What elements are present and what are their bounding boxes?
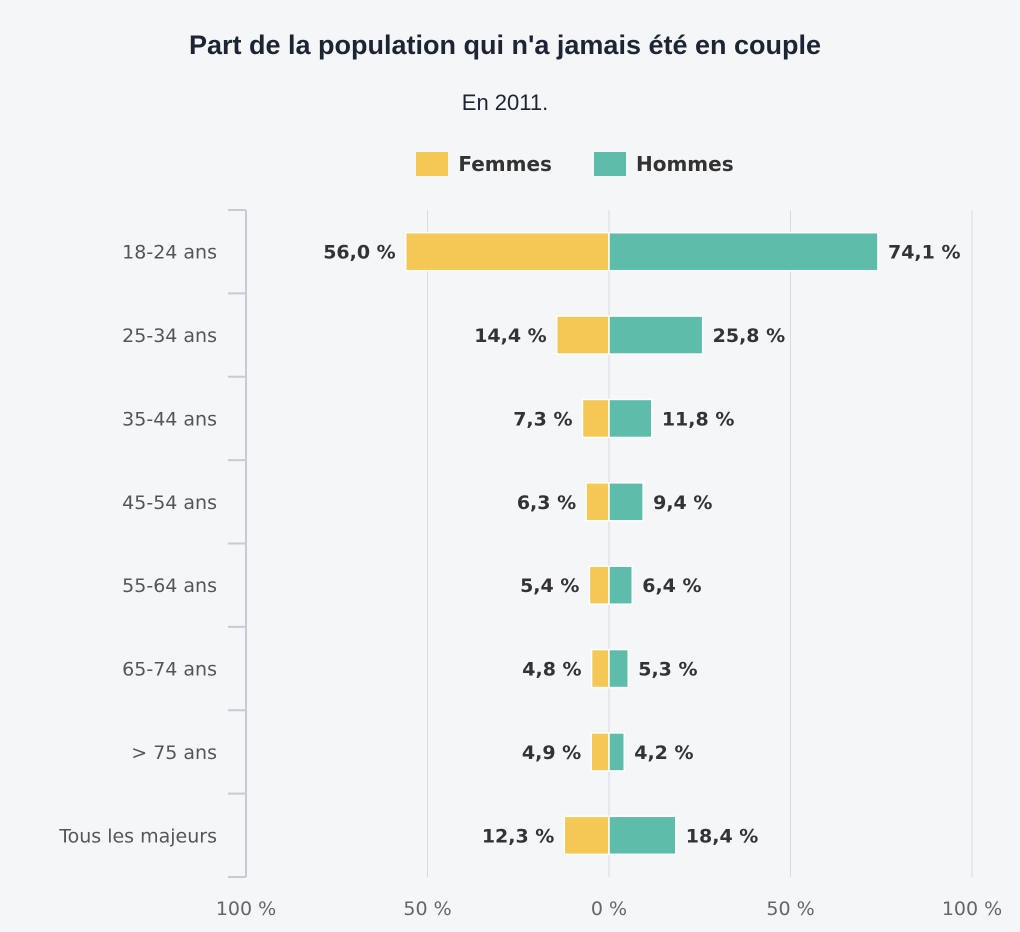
legend-swatch-hommes xyxy=(593,152,626,176)
x-tick-label: 100 % xyxy=(942,898,1002,920)
bar-hommes xyxy=(608,648,629,689)
x-tick-label: 50 % xyxy=(766,898,814,920)
bar-femmes xyxy=(585,482,610,522)
data-label-femmes: 4,9 % xyxy=(522,742,581,764)
legend-item-hommes[interactable]: Hommes xyxy=(593,152,734,176)
data-label-femmes: 7,3 % xyxy=(513,408,572,430)
bar-hommes xyxy=(608,815,677,856)
category-label-65-74-ans: 65-74 ans xyxy=(122,659,217,681)
data-label-femmes: 12,3 % xyxy=(482,825,555,847)
bar-hommes xyxy=(608,482,644,522)
bar-femmes xyxy=(581,398,610,439)
legend-swatch-femmes xyxy=(416,152,449,176)
bar-femmes xyxy=(404,231,610,272)
legend-item-femmes[interactable]: Femmes xyxy=(416,152,552,176)
bar-hommes xyxy=(608,315,704,355)
bar-femmes xyxy=(590,648,610,689)
x-tick-label: 50 % xyxy=(403,898,451,920)
data-label-hommes: 4,2 % xyxy=(634,742,693,764)
x-tick-label: 0 % xyxy=(591,898,627,920)
bar-hommes xyxy=(608,565,633,605)
legend: Femmes Hommes xyxy=(0,152,1020,176)
data-label-hommes: 18,4 % xyxy=(686,825,759,847)
data-label-hommes: 11,8 % xyxy=(662,408,735,430)
data-label-femmes: 56,0 % xyxy=(323,242,396,264)
data-label-hommes: 25,8 % xyxy=(713,325,786,347)
data-label-femmes: 5,4 % xyxy=(520,575,579,597)
category-label-45-54-ans: 45-54 ans xyxy=(122,492,217,514)
category-label-tous-les-majeurs: Tous les majeurs xyxy=(58,825,217,847)
bar-femmes xyxy=(555,315,610,355)
category-label-25-34-ans: 25-34 ans xyxy=(122,325,217,347)
category-label-35-44-ans: 35-44 ans xyxy=(122,408,217,430)
category-label-18-24-ans: 18-24 ans xyxy=(122,242,217,264)
data-label-hommes: 5,3 % xyxy=(638,659,697,681)
data-label-hommes: 74,1 % xyxy=(888,242,961,264)
data-label-femmes: 4,8 % xyxy=(522,659,581,681)
data-label-hommes: 6,4 % xyxy=(642,575,701,597)
chart-subtitle: En 2011. xyxy=(461,90,549,115)
data-label-hommes: 9,4 % xyxy=(653,492,712,514)
bar-hommes xyxy=(608,231,879,272)
bar-hommes xyxy=(608,732,625,772)
bar-femmes xyxy=(590,732,610,772)
bar-femmes xyxy=(563,815,610,856)
legend-label-femmes: Femmes xyxy=(458,152,552,176)
bar-hommes xyxy=(608,398,653,439)
chart-title: Part de la population qui n'a jamais été… xyxy=(188,30,822,60)
legend-label-hommes: Hommes xyxy=(635,152,734,176)
category-label-75-ans: > 75 ans xyxy=(131,742,217,764)
bar-femmes xyxy=(588,565,610,605)
x-tick-label: 100 % xyxy=(216,898,276,920)
data-label-femmes: 14,4 % xyxy=(474,325,547,347)
category-label-55-64-ans: 55-64 ans xyxy=(122,575,217,597)
data-label-femmes: 6,3 % xyxy=(517,492,576,514)
